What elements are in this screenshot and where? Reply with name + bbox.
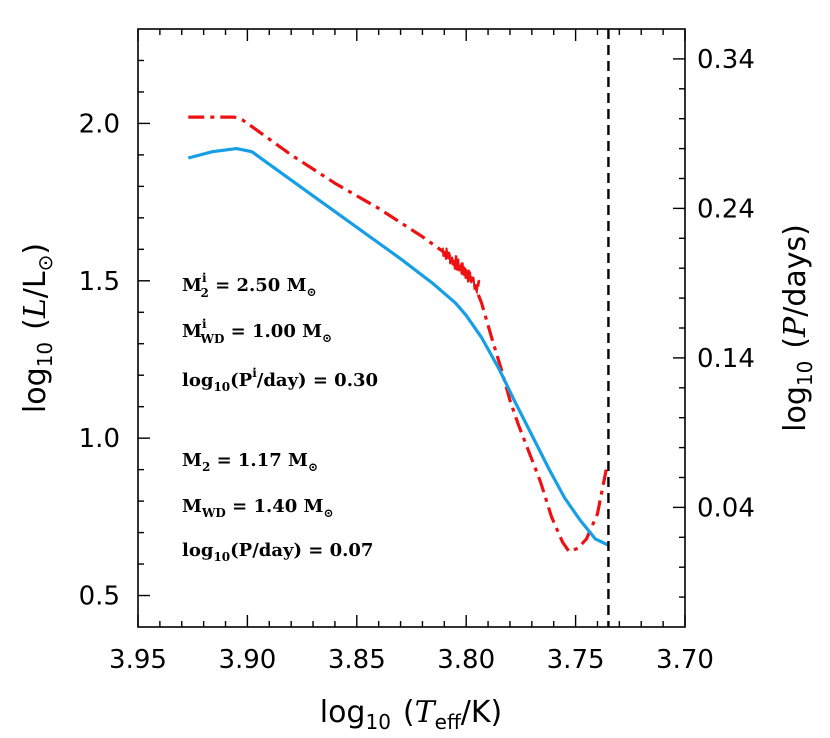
y-left-tick-label: 0.5 — [79, 582, 120, 612]
x-tick-label: 3.95 — [109, 645, 167, 675]
series-current-line — [187, 147, 610, 547]
x-tick-label: 3.75 — [547, 645, 605, 675]
y-right-tick-label: 0.34 — [697, 45, 755, 75]
x-tick-label: 3.80 — [437, 645, 495, 675]
series-initial-noise — [441, 247, 481, 296]
annotations: Mi 2 = 2.50 M⊙ Mi WD = 1.00 M⊙ log10(Pi/da… — [182, 271, 378, 564]
annot-logp-initial: log10(Pi/day) = 0.30 — [182, 366, 378, 394]
annot-m2-final: M2 = 1.17 M⊙ — [182, 450, 318, 474]
x-tick-label: 3.85 — [328, 645, 386, 675]
y-left-tick-label: 2.0 — [79, 109, 120, 139]
y-right-tick-label: 0.14 — [697, 344, 755, 374]
y-right-tick-label: 0.04 — [697, 493, 755, 523]
data-series — [187, 115, 610, 554]
x-tick-label: 3.90 — [218, 645, 276, 675]
plot-frame — [137, 28, 686, 628]
annot-mwd-initial: Mi WD = 1.00 M⊙ — [182, 317, 332, 346]
x-axis-label: log10 (Teff/K) — [320, 695, 503, 734]
y-right-tick-label: 0.24 — [697, 194, 755, 224]
y-axis-right-label: log10(P/days) — [778, 224, 817, 432]
annot-m2-initial: Mi 2 = 2.50 M⊙ — [182, 271, 317, 300]
plot-area-border — [137, 28, 686, 628]
series-initial-line — [188, 115, 608, 554]
y-left-tick-label: 1.0 — [79, 424, 120, 454]
y-axis-left-label: log10(L/L⊙) — [18, 243, 57, 413]
y-left-tick-label: 1.5 — [79, 267, 120, 297]
annot-mwd-final: MWD = 1.40 M⊙ — [182, 496, 334, 520]
annot-logp-final: log10(P/day) = 0.07 — [182, 540, 373, 564]
x-tick-label: 3.70 — [656, 645, 714, 675]
ticks: 3.95 3.90 3.85 3.80 3.75 3.70 0.5 1.0 1.5 2.0 0.04… — [79, 29, 755, 675]
